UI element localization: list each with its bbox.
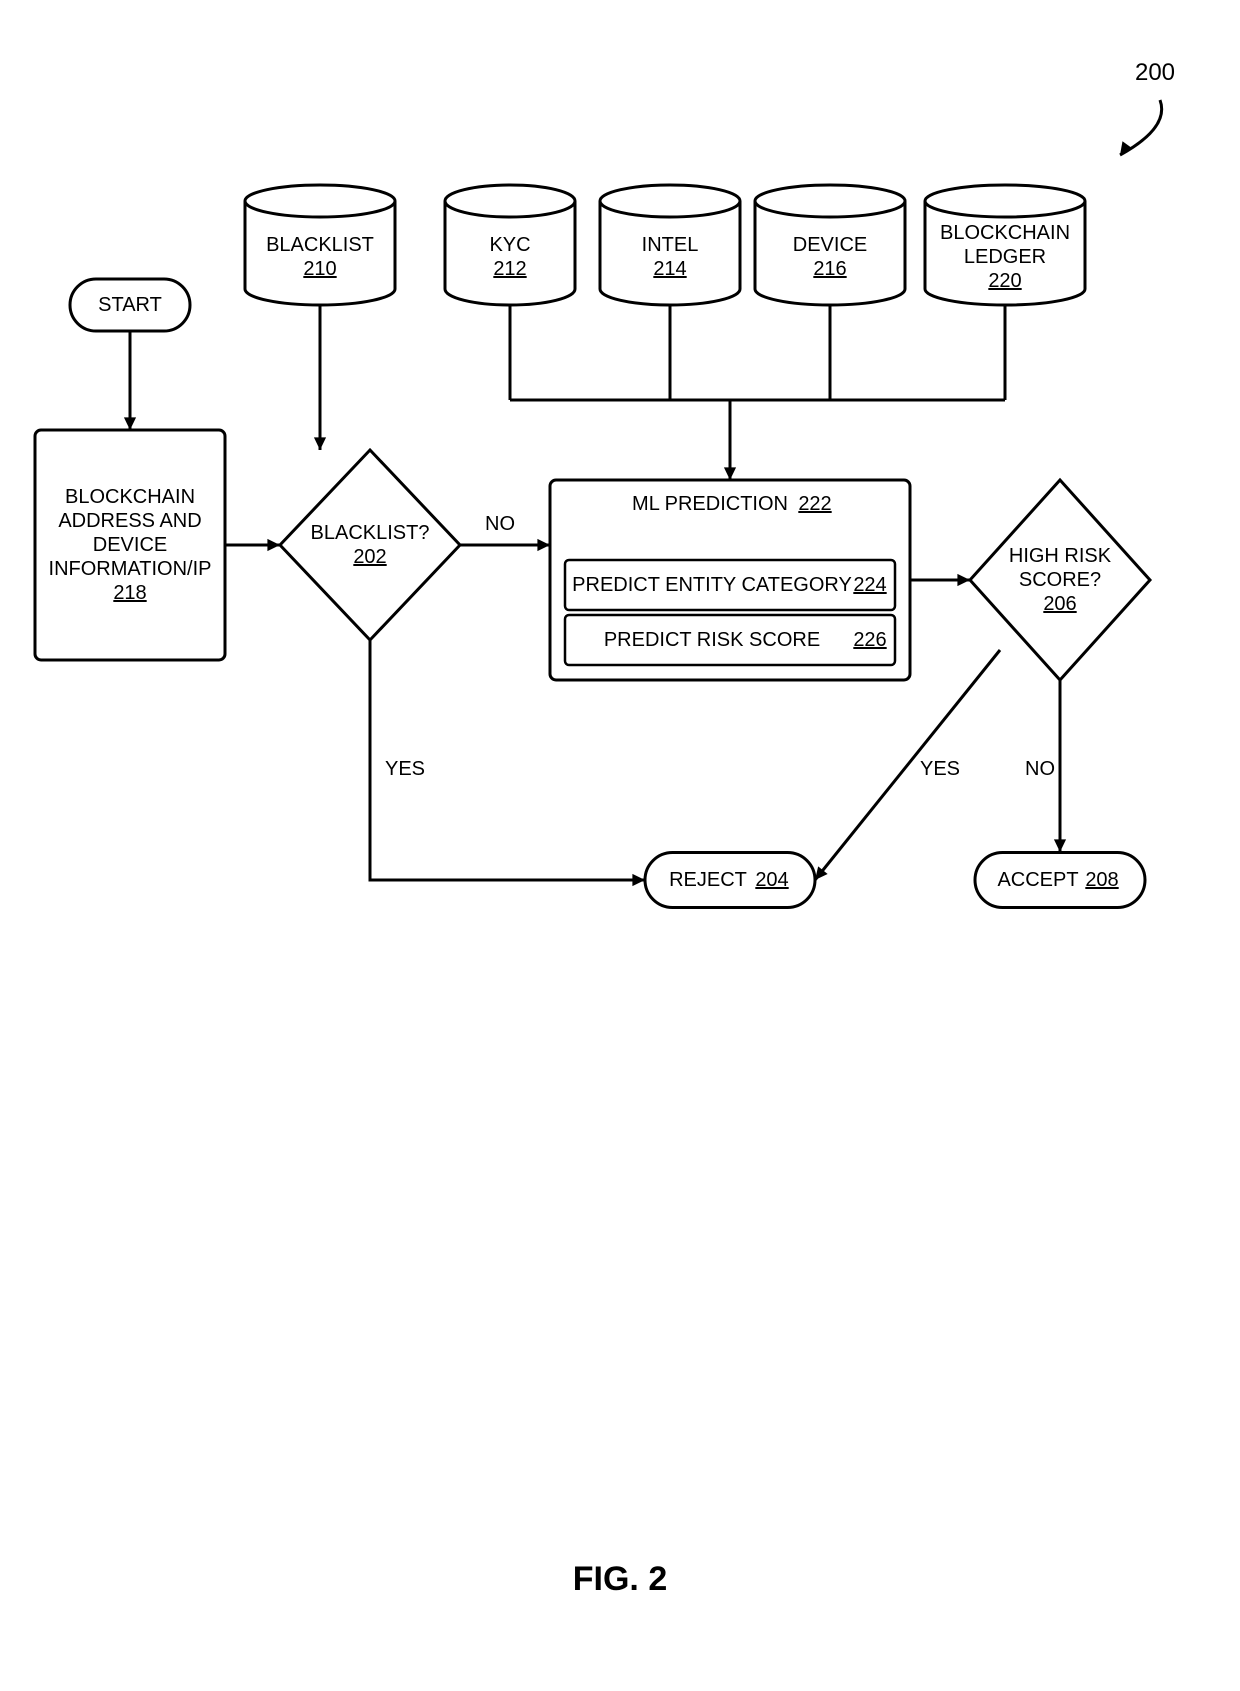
svg-text:START: START [98,294,162,316]
svg-text:PREDICT ENTITY CATEGORY: PREDICT ENTITY CATEGORY [572,574,852,596]
svg-text:BLACKLIST?: BLACKLIST? [311,522,430,544]
svg-text:204: 204 [755,869,788,891]
svg-text:212: 212 [493,258,526,280]
svg-text:214: 214 [653,258,686,280]
figure-label: FIG. 2 [573,1560,667,1598]
svg-text:LEDGER: LEDGER [964,246,1046,268]
svg-text:SCORE?: SCORE? [1019,569,1101,591]
svg-text:YES: YES [385,758,425,780]
svg-text:BLACKLIST: BLACKLIST [266,234,374,256]
svg-text:216: 216 [813,258,846,280]
svg-text:DEVICE: DEVICE [93,534,167,556]
svg-text:KYC: KYC [489,234,530,256]
svg-text:ADDRESS AND: ADDRESS AND [58,510,201,532]
svg-text:202: 202 [353,546,386,568]
svg-text:ACCEPT: ACCEPT [997,869,1078,891]
svg-text:210: 210 [303,258,336,280]
svg-text:222: 222 [798,493,831,515]
svg-text:226: 226 [853,629,886,651]
svg-text:218: 218 [113,582,146,604]
diagram-ref: 200 [1135,59,1175,86]
svg-text:INFORMATION/IP: INFORMATION/IP [49,558,212,580]
svg-text:NO: NO [485,513,515,535]
svg-text:206: 206 [1043,593,1076,615]
svg-text:INTEL: INTEL [642,234,699,256]
svg-text:REJECT: REJECT [669,869,747,891]
svg-text:BLOCKCHAIN: BLOCKCHAIN [65,486,195,508]
svg-text:ML PREDICTION: ML PREDICTION [632,493,788,515]
svg-text:PREDICT RISK SCORE: PREDICT RISK SCORE [604,629,820,651]
svg-text:DEVICE: DEVICE [793,234,867,256]
svg-text:HIGH RISK: HIGH RISK [1009,545,1112,567]
svg-text:220: 220 [988,270,1021,292]
svg-text:NO: NO [1025,758,1055,780]
svg-text:BLOCKCHAIN: BLOCKCHAIN [940,222,1070,244]
svg-text:208: 208 [1085,869,1118,891]
svg-text:YES: YES [920,758,960,780]
svg-text:224: 224 [853,574,886,596]
